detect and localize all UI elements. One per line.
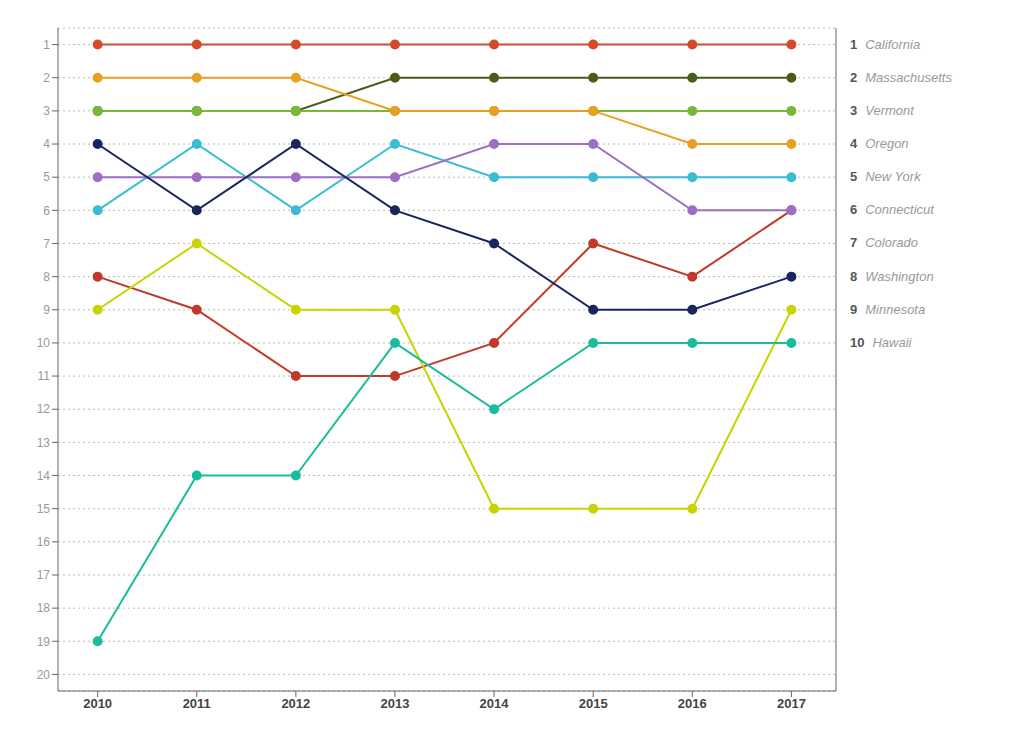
svg-text:2: 2 <box>43 71 50 85</box>
svg-text:13: 13 <box>37 436 51 450</box>
svg-text:6: 6 <box>43 204 50 218</box>
svg-text:8: 8 <box>43 270 50 284</box>
svg-text:2013: 2013 <box>381 696 410 711</box>
svg-text:4: 4 <box>43 137 50 151</box>
svg-text:20: 20 <box>37 668 51 682</box>
svg-text:16: 16 <box>37 535 51 549</box>
svg-text:10: 10 <box>37 336 51 350</box>
svg-text:2014: 2014 <box>480 696 510 711</box>
svg-text:2017: 2017 <box>777 696 806 711</box>
svg-text:18: 18 <box>37 601 51 615</box>
svg-text:7: 7 <box>43 237 50 251</box>
svg-text:2012: 2012 <box>281 696 310 711</box>
svg-text:2011: 2011 <box>183 696 211 711</box>
svg-text:14: 14 <box>37 469 51 483</box>
svg-text:5New York: 5New York <box>850 169 922 184</box>
svg-text:6Connecticut: 6Connecticut <box>850 202 935 217</box>
svg-text:1California: 1California <box>850 37 920 52</box>
svg-text:10Hawaii: 10Hawaii <box>850 335 913 350</box>
svg-text:2Massachusetts: 2Massachusetts <box>850 70 952 85</box>
svg-text:7Colorado: 7Colorado <box>850 235 918 250</box>
svg-text:12: 12 <box>37 402 51 416</box>
svg-text:19: 19 <box>37 635 51 649</box>
svg-text:2016: 2016 <box>678 696 707 711</box>
svg-text:5: 5 <box>43 170 50 184</box>
svg-text:9: 9 <box>43 303 50 317</box>
svg-text:2010: 2010 <box>83 696 112 711</box>
svg-text:3Vermont: 3Vermont <box>850 103 915 118</box>
svg-text:17: 17 <box>37 568 51 582</box>
svg-text:2015: 2015 <box>579 696 608 711</box>
svg-text:3: 3 <box>43 104 50 118</box>
svg-text:9Minnesota: 9Minnesota <box>850 302 925 317</box>
svg-text:1: 1 <box>43 38 50 52</box>
svg-text:11: 11 <box>38 369 51 383</box>
svg-text:8Washington: 8Washington <box>850 269 934 284</box>
svg-text:15: 15 <box>37 502 51 516</box>
svg-text:4Oregon: 4Oregon <box>850 136 909 151</box>
